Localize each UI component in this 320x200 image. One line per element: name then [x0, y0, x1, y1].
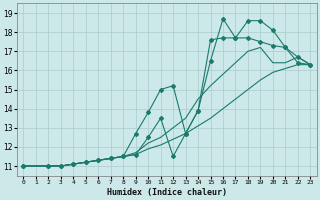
- X-axis label: Humidex (Indice chaleur): Humidex (Indice chaleur): [107, 188, 227, 197]
